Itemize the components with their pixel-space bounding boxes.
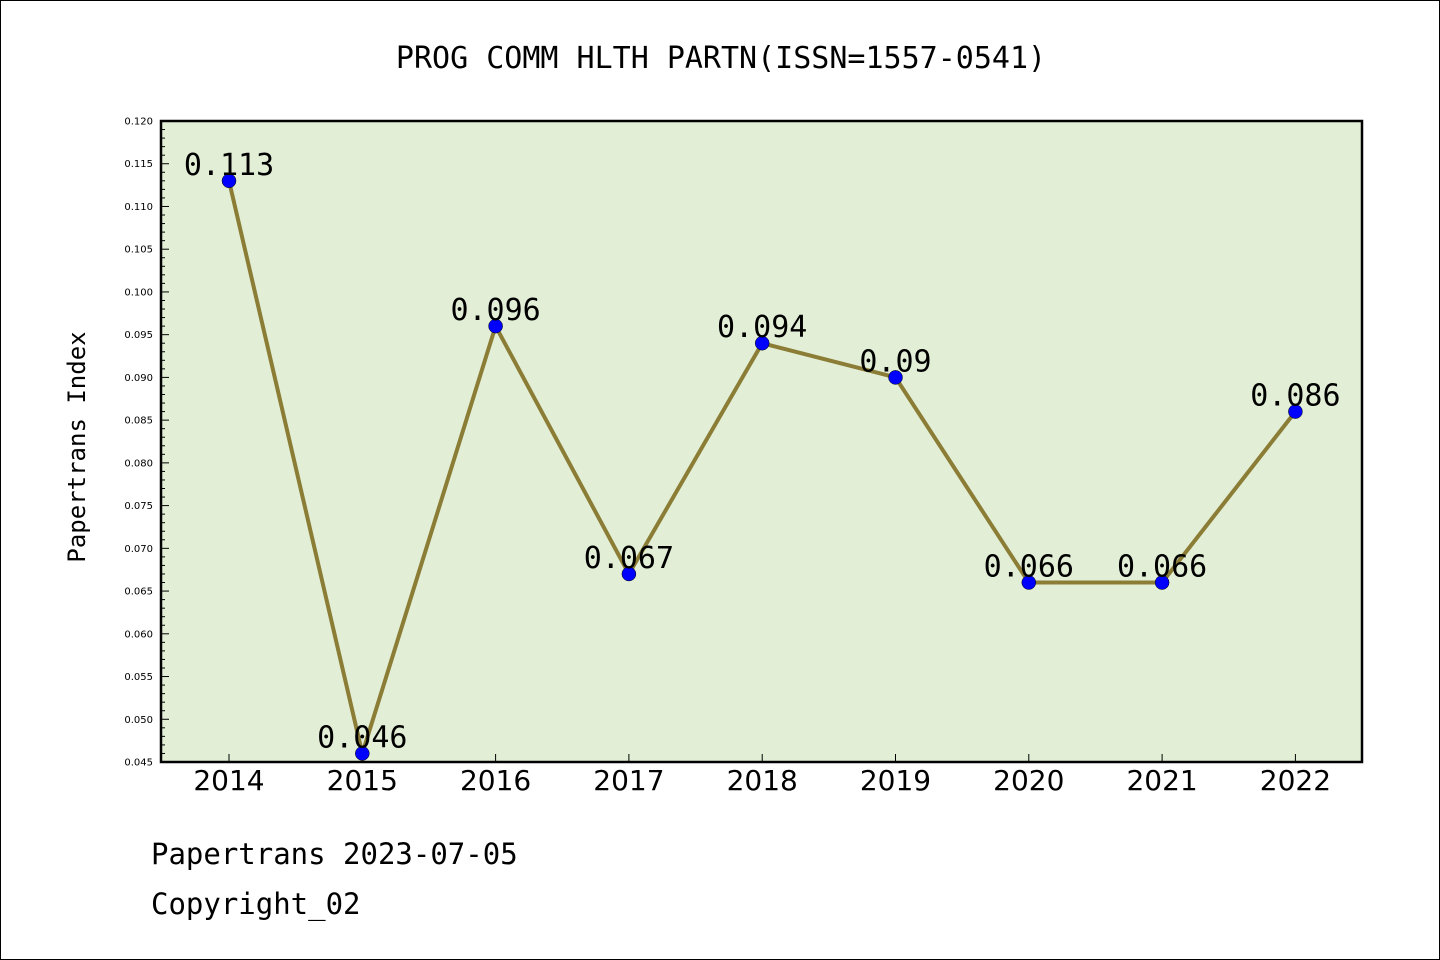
- x-tick-label: 2016: [460, 764, 531, 797]
- y-tick-label: 0.070: [124, 544, 153, 555]
- y-tick-label: 0.090: [124, 373, 153, 384]
- y-tick-label: 0.065: [124, 587, 153, 598]
- y-tick-label: 0.060: [124, 629, 153, 640]
- data-label: 0.094: [717, 310, 807, 345]
- data-label: 0.066: [1117, 550, 1207, 585]
- data-label: 0.066: [984, 550, 1074, 585]
- y-tick-label: 0.085: [124, 416, 153, 427]
- chart-title: PROG COMM HLTH PARTN(ISSN=1557-0541): [396, 41, 1046, 76]
- data-point: [488, 318, 503, 334]
- y-tick-label: 0.080: [124, 458, 153, 469]
- x-tick-label: 2022: [1260, 764, 1331, 797]
- y-axis-label: Papertrans Index: [63, 331, 91, 562]
- data-point: [621, 566, 637, 582]
- data-label: 0.096: [450, 293, 540, 328]
- y-tick-label: 0.075: [124, 501, 153, 512]
- data-label: 0.113: [184, 148, 274, 183]
- data-label: 0.09: [859, 344, 931, 379]
- data-point: [355, 746, 370, 761]
- y-tick-label: 0.115: [124, 159, 153, 170]
- y-tick-label: 0.095: [124, 330, 153, 341]
- x-tick-label: 2014: [193, 764, 264, 797]
- footer-date: Papertrans 2023-07-05: [151, 837, 518, 871]
- markers: [221, 173, 1303, 761]
- y-tick-label: 0.110: [124, 202, 153, 213]
- y-axis: 0.045 0.050 0.055 0.060 0.065 0.070 0.075 0.080…: [124, 117, 169, 769]
- data-point: [1154, 575, 1170, 590]
- x-tick-label: 2021: [1126, 764, 1197, 797]
- x-tick-label: 2018: [727, 764, 798, 797]
- data-point: [221, 173, 237, 189]
- y-tick-label: 0.050: [124, 715, 153, 726]
- data-labels: 0.113 0.046 0.096 0.067 0.094 0.09 0.066 0.066 0…: [184, 148, 1341, 756]
- x-tick-label: 2019: [860, 764, 931, 797]
- data-label: 0.086: [1250, 379, 1340, 414]
- y-tick-label: 0.045: [124, 758, 153, 769]
- data-label: 0.067: [584, 541, 674, 576]
- data-point: [1021, 575, 1037, 590]
- x-axis: 2014 2015 2016 2017 2018 2019 2020 2021 2022: [193, 754, 1331, 797]
- x-tick-label: 2015: [327, 764, 398, 797]
- y-tick-label: 0.120: [124, 117, 153, 128]
- footer-copyright: Copyright_02: [151, 887, 361, 921]
- data-point: [754, 335, 770, 351]
- data-label: 0.046: [317, 720, 407, 755]
- data-point: [888, 370, 903, 385]
- plot-area: [159, 119, 1364, 764]
- x-tick-label: 2020: [993, 764, 1064, 797]
- data-point: [1288, 404, 1303, 419]
- y-tick-label: 0.055: [124, 672, 153, 683]
- x-tick-label: 2017: [593, 764, 664, 797]
- y-tick-label: 0.100: [124, 287, 153, 298]
- y-tick-label: 0.105: [124, 245, 153, 256]
